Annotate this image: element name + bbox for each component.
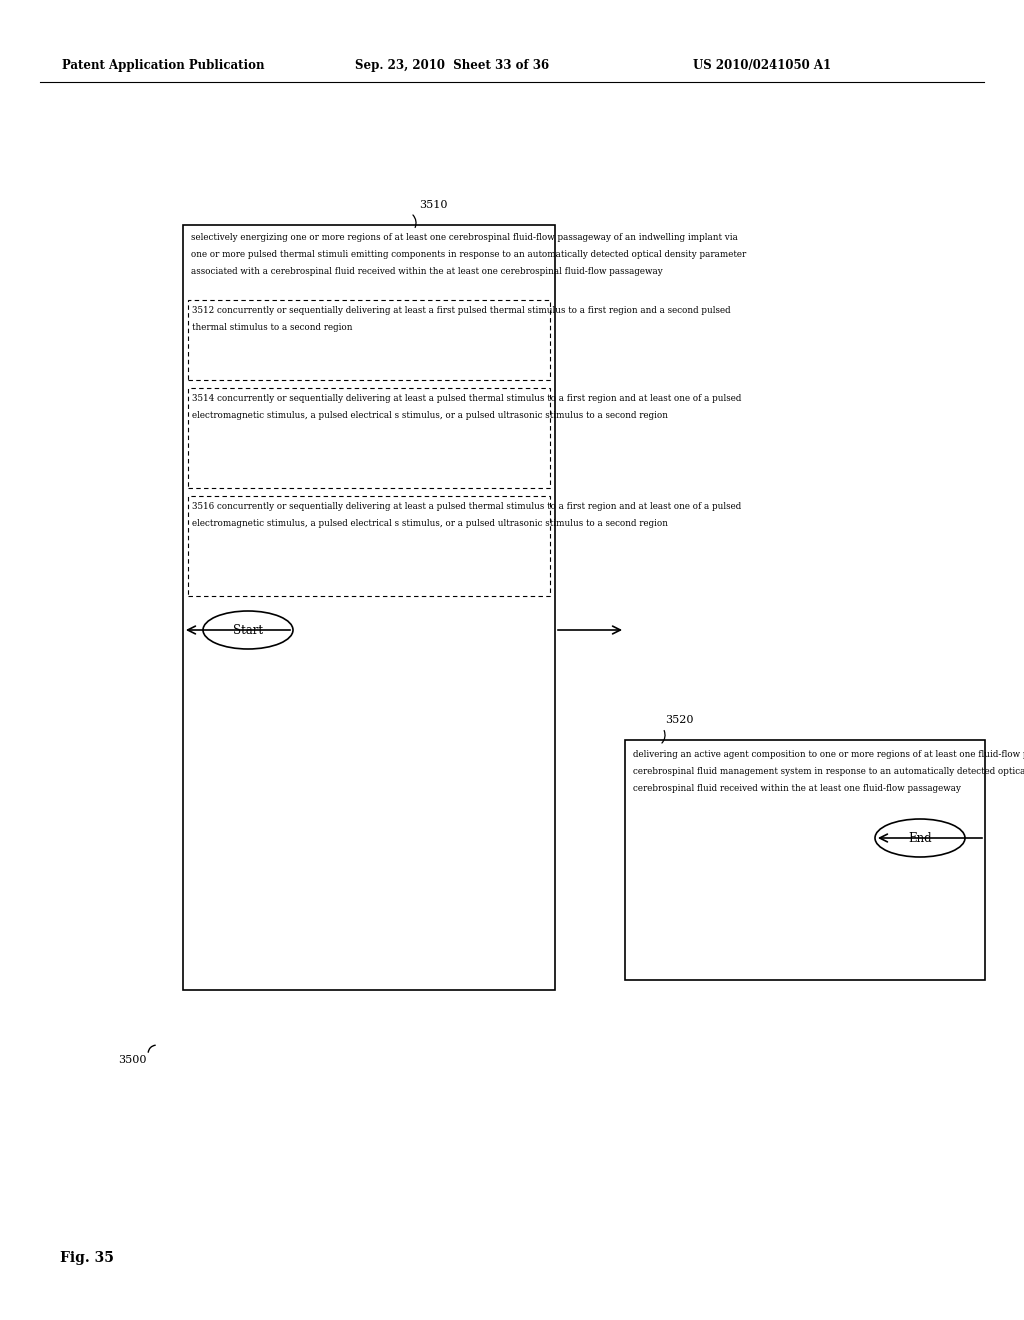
Bar xyxy=(625,741,985,979)
Text: 3512 concurrently or sequentially delivering at least a first pulsed thermal sti: 3512 concurrently or sequentially delive… xyxy=(193,306,731,315)
Text: thermal stimulus to a second region: thermal stimulus to a second region xyxy=(193,323,352,333)
Text: Sep. 23, 2010  Sheet 33 of 36: Sep. 23, 2010 Sheet 33 of 36 xyxy=(355,58,549,71)
Text: 3510: 3510 xyxy=(419,201,447,210)
Text: electromagnetic stimulus, a pulsed electrical s stimulus, or a pulsed ultrasonic: electromagnetic stimulus, a pulsed elect… xyxy=(193,519,668,528)
Text: Patent Application Publication: Patent Application Publication xyxy=(62,58,264,71)
Text: Fig. 35: Fig. 35 xyxy=(60,1251,114,1265)
Text: Start: Start xyxy=(233,623,263,636)
Bar xyxy=(188,388,550,488)
Bar xyxy=(183,224,555,990)
Bar xyxy=(188,300,550,380)
Text: US 2010/0241050 A1: US 2010/0241050 A1 xyxy=(693,58,831,71)
Text: cerebrospinal fluid management system in response to an automatically detected o: cerebrospinal fluid management system in… xyxy=(633,767,1024,776)
Bar xyxy=(188,496,550,597)
Text: End: End xyxy=(908,832,932,845)
Ellipse shape xyxy=(874,818,965,857)
Text: 3514 concurrently or sequentially delivering at least a pulsed thermal stimulus : 3514 concurrently or sequentially delive… xyxy=(193,393,741,403)
Text: electromagnetic stimulus, a pulsed electrical s stimulus, or a pulsed ultrasonic: electromagnetic stimulus, a pulsed elect… xyxy=(193,411,668,420)
Text: cerebrospinal fluid received within the at least one fluid-flow passageway: cerebrospinal fluid received within the … xyxy=(633,784,961,793)
Text: 3516 concurrently or sequentially delivering at least a pulsed thermal stimulus : 3516 concurrently or sequentially delive… xyxy=(193,502,741,511)
Text: 3520: 3520 xyxy=(665,715,693,725)
Ellipse shape xyxy=(203,611,293,649)
Text: 3500: 3500 xyxy=(118,1055,146,1065)
Text: delivering an active agent composition to one or more regions of at least one fl: delivering an active agent composition t… xyxy=(633,750,1024,759)
Text: one or more pulsed thermal stimuli emitting components in response to an automat: one or more pulsed thermal stimuli emitt… xyxy=(191,249,746,259)
Text: associated with a cerebrospinal fluid received within the at least one cerebrosp: associated with a cerebrospinal fluid re… xyxy=(191,267,663,276)
Text: selectively energizing one or more regions of at least one cerebrospinal fluid-f: selectively energizing one or more regio… xyxy=(191,234,738,242)
